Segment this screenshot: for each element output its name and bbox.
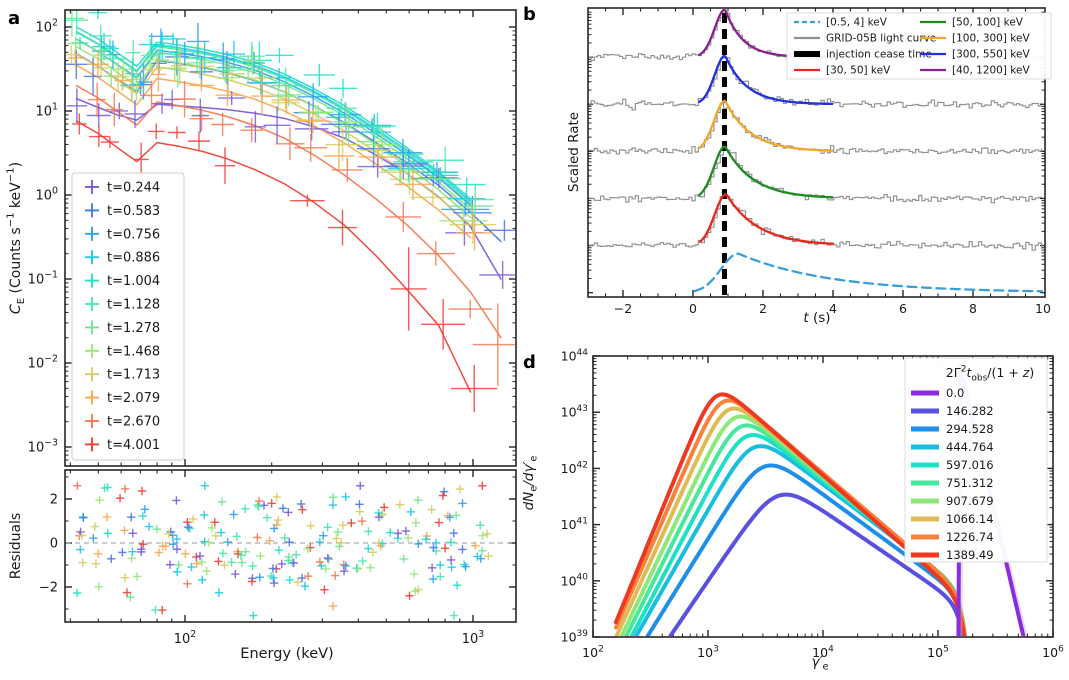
d-legend-label: 907.679 — [946, 494, 994, 508]
panel-a-ylabel: CE (Counts s−1 keV−1) — [6, 162, 27, 314]
d-legend-label: 0.0 — [946, 386, 964, 400]
model-line-t=4.001 — [75, 120, 472, 393]
panel-a-legend: t=0.244 t=0.583 t=0.756 t=0.886 t=1.004 t=1.1… — [71, 172, 185, 461]
d-x-tick-label: 105 — [927, 644, 949, 660]
d-legend-label: 294.528 — [946, 422, 994, 436]
d-legend-label: 751.312 — [946, 476, 994, 490]
d-legend-label: 1226.74 — [946, 530, 994, 544]
y-tick-label: 10−3 — [28, 438, 58, 456]
d-legend-label: 444.764 — [946, 440, 994, 454]
band-curve-[300, 550] keV — [698, 54, 834, 106]
b-x-tick-label: −2 — [614, 301, 632, 316]
legend-label-t=2.079: t=2.079 — [107, 391, 160, 406]
panel-a-xlabel: Energy (keV) — [240, 646, 333, 662]
residual-tick-label: 0 — [50, 537, 58, 552]
panel-d-electron-dist: 102 103 104 105 106 1039 1040 1041 1042 1043 1044 2… — [521, 348, 1064, 673]
band-curve-[0.5, 4] keV — [693, 252, 1044, 293]
legend-label-t=0.756: t=0.756 — [107, 227, 160, 242]
model-line-t=1.278 — [75, 38, 472, 211]
panel-a-main-axes — [64, 9, 517, 467]
d-x-tick-label: 103 — [697, 644, 719, 660]
band-curve-[100, 300] keV — [698, 99, 834, 152]
panel-b-axes — [587, 7, 1046, 298]
d-legend-label: 1389.49 — [946, 548, 994, 562]
b-x-tick-label: 0 — [689, 301, 697, 316]
d-x-tick-label: 104 — [812, 644, 834, 660]
legend-label-t=0.244: t=0.244 — [107, 181, 160, 196]
b-legend-label: [40, 1200] keV — [952, 65, 1030, 77]
gray-histogram — [589, 102, 1043, 155]
b-legend-label: [100, 300] keV — [952, 33, 1030, 45]
legend-label-t=4.001: t=4.001 — [107, 438, 160, 453]
d-legend-label: 597.016 — [946, 458, 994, 472]
band-curve-[50, 100] keV — [698, 145, 834, 199]
panel-a-residual-axes — [64, 469, 517, 623]
b-x-tick-label: 2 — [759, 301, 767, 316]
residuals-ylabel: Residuals — [8, 513, 24, 579]
y-tick-label: 102 — [36, 18, 59, 36]
residual-scatter — [72, 481, 493, 620]
d-y-tick-label: 1039 — [561, 629, 589, 645]
gray-histogram — [589, 143, 1043, 204]
panel-b-ylabel: Scaled Rate — [566, 112, 582, 192]
panel-b-xlabel: t (s) — [803, 310, 830, 326]
b-x-tick-label: 8 — [969, 301, 977, 316]
legend-label-t=1.278: t=1.278 — [107, 321, 160, 336]
x-tick-label: 103 — [462, 629, 485, 647]
band-curve-[30, 50] keV — [698, 193, 835, 245]
b-x-tick-label: 6 — [899, 301, 907, 316]
b-x-tick-label: 10 — [1035, 301, 1051, 316]
d-legend-label: 1066.14 — [946, 512, 994, 526]
panel-b-lightcurves: −2 0 2 4 6 8 10 [0.5, 4] keV GRID-05B light curv… — [566, 7, 1052, 326]
panel-a-label: a — [8, 8, 20, 29]
legend-label-t=1.128: t=1.128 — [107, 298, 160, 313]
b-legend-label: GRID-05B light curve — [826, 33, 936, 45]
b-legend-label: [50, 100] keV — [952, 17, 1024, 29]
legend-label-t=1.713: t=1.713 — [107, 368, 160, 383]
panel-d-xlabel: γ′e — [811, 654, 828, 673]
model-line-t=1.004 — [75, 26, 472, 200]
d-y-tick-label: 1042 — [561, 460, 588, 476]
legend-label-t=0.886: t=0.886 — [107, 251, 160, 266]
x-tick-label: 102 — [174, 629, 197, 647]
d-legend-label: 146.282 — [946, 404, 994, 418]
legend-label-t=2.670: t=2.670 — [107, 415, 160, 430]
d-y-tick-label: 1040 — [561, 573, 589, 589]
model-line-t=2.079 — [75, 64, 472, 239]
panel-b-label: b — [523, 4, 536, 25]
residual-tick-label: −2 — [39, 581, 58, 596]
electron-curve-146.282 — [667, 492, 965, 636]
d-y-tick-label: 1043 — [561, 404, 588, 420]
legend-label-t=1.004: t=1.004 — [107, 274, 160, 289]
panel-b-legend: [0.5, 4] keV GRID-05B light curve injectio… — [786, 12, 1052, 80]
b-x-tick-label: 4 — [829, 301, 837, 316]
d-y-tick-label: 1044 — [561, 348, 589, 364]
y-tick-label: 10−1 — [28, 270, 58, 288]
legend-label-t=1.468: t=1.468 — [107, 344, 160, 359]
b-legend-label: injection cease time — [826, 49, 932, 61]
y-tick-label: 10−2 — [28, 354, 58, 372]
y-tick-label: 100 — [36, 186, 59, 204]
panel-d-label: d — [523, 352, 536, 373]
residual-tick-label: 2 — [50, 493, 58, 508]
d-legend-title: 2Γ2tobs/(1 + z) — [946, 364, 1034, 383]
b-legend-label: [0.5, 4] keV — [826, 17, 888, 29]
spectra-data-points — [66, 11, 515, 413]
panel-d-ylabel: dNe/dγ′e — [521, 456, 540, 511]
electron-curve-1389.49 — [614, 392, 966, 636]
panel-d-legend: 2Γ2tobs/(1 + z) 0.0 146.282 294.528 444.764 5… — [904, 357, 1048, 563]
b-legend-label: [300, 550] keV — [952, 49, 1030, 61]
legend-label-t=0.583: t=0.583 — [107, 204, 160, 219]
d-y-tick-label: 1041 — [561, 516, 588, 532]
b-legend-label: [30, 50] keV — [826, 65, 891, 77]
y-tick-label: 101 — [36, 102, 59, 120]
d-x-tick-label: 106 — [1042, 644, 1064, 660]
d-x-tick-label: 102 — [582, 644, 604, 660]
lightcurve-traces — [589, 9, 1044, 295]
